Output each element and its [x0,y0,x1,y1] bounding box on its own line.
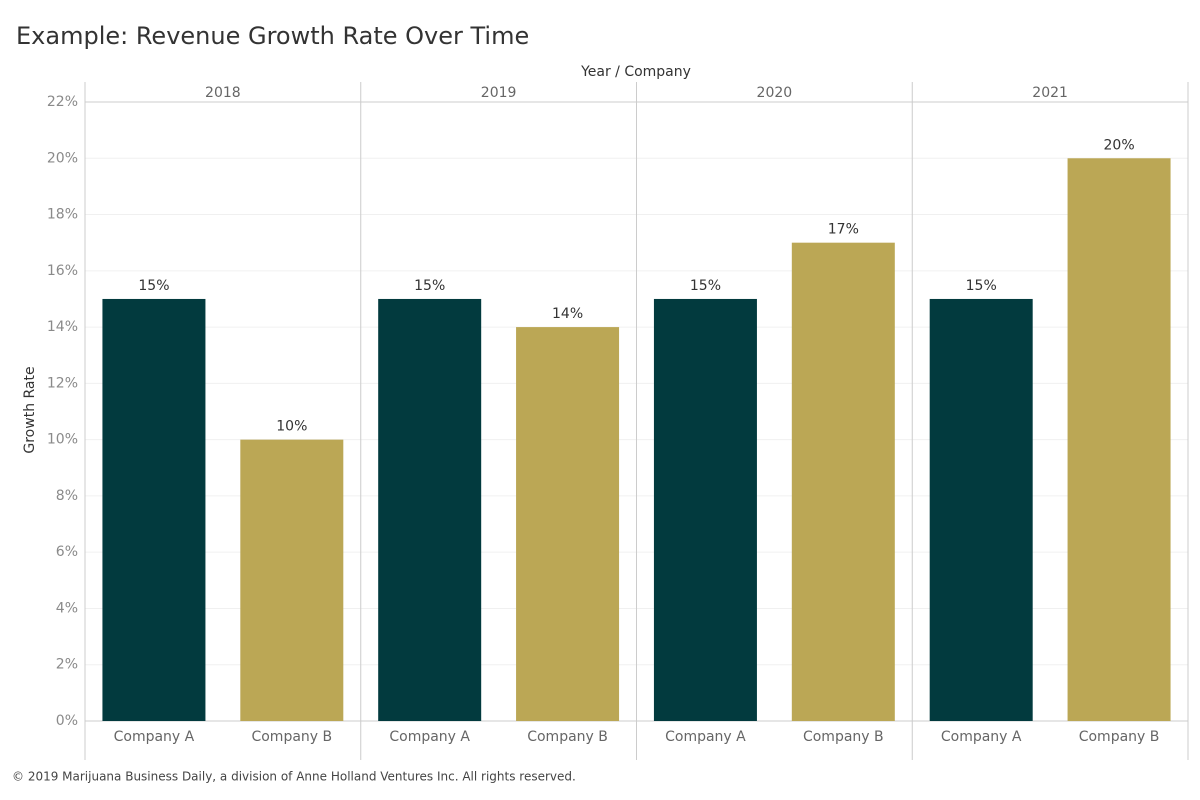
y-tick-label: 20% [47,150,78,166]
y-tick-label: 10% [47,432,78,448]
y-axis-title: Growth Rate [22,366,38,453]
footer: © 2019 Marijuana Business Daily, a divis… [12,770,576,784]
x-tick-label: Company B [251,729,332,745]
y-tick-label: 22% [47,94,78,110]
value-label: 17% [828,222,859,238]
y-tick-label: 18% [47,207,78,223]
value-label: 20% [1104,137,1135,153]
x-tick-label: Company A [389,729,470,745]
bar [791,242,895,721]
y-tick-label: 8% [56,488,78,504]
bar [929,298,1033,721]
y-tick-label: 12% [47,375,78,391]
x-tick-label: Company B [1079,729,1160,745]
y-tick-label: 2% [56,657,78,673]
bar [1067,158,1171,722]
group-label: 2018 [205,85,241,101]
value-label: 15% [690,278,721,294]
value-label: 14% [552,306,583,322]
value-label: 15% [138,278,169,294]
bar [516,327,620,721]
value-label: 15% [966,278,997,294]
y-tick-label: 6% [56,544,78,560]
group-label: 2021 [1032,85,1068,101]
group-label: 2019 [481,85,517,101]
y-tick-label: 0% [56,713,78,729]
x-tick-label: Company A [941,729,1022,745]
group-label: 2020 [757,85,793,101]
bar [653,298,757,721]
x-tick-label: Company B [527,729,608,745]
y-tick-label: 14% [47,319,78,335]
x-tick-label: Company B [803,729,884,745]
x-tick-label: Company A [665,729,746,745]
x-axis-title: Year / Company [580,64,691,80]
bar [378,298,482,721]
chart-title: Example: Revenue Growth Rate Over Time [16,22,529,50]
value-label: 10% [276,419,307,435]
bar [240,439,344,721]
y-tick-label: 4% [56,600,78,616]
value-label: 15% [414,278,445,294]
x-tick-label: Company A [114,729,195,745]
bar [102,298,206,721]
y-tick-label: 16% [47,263,78,279]
